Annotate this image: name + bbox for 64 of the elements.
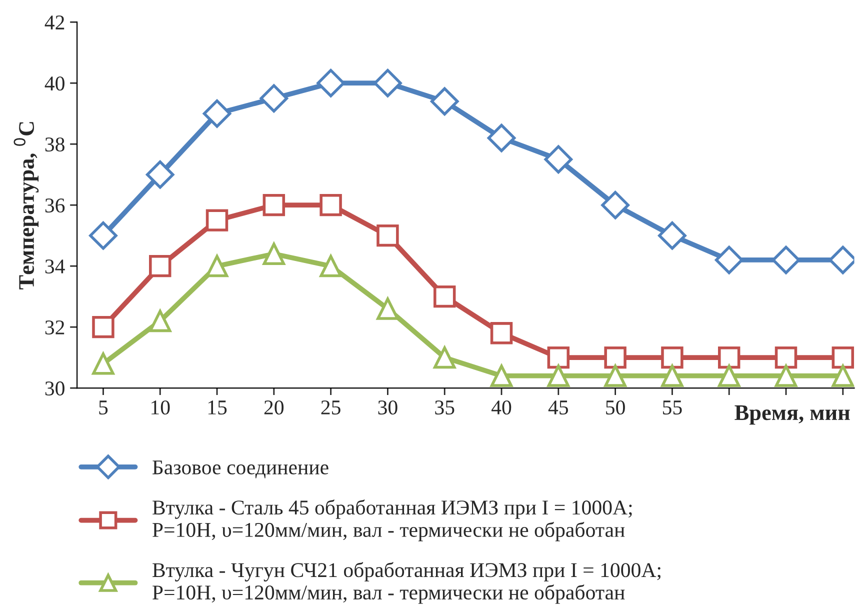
point (714, 246, 744, 274)
point (658, 221, 686, 250)
point (661, 364, 684, 387)
y-tick-label: 30 (45, 381, 64, 396)
legend-label: Втулка - Сталь 45 обработанная ИЭМЗ при I = 1000А; Р=10Н, υ=120мм/мин, вал - термически не обработан (152, 499, 632, 542)
point (604, 364, 626, 387)
x-tick-label: 20 (264, 400, 284, 415)
point (206, 209, 228, 232)
x-tick-label: 45 (548, 400, 568, 415)
point (320, 194, 342, 216)
x-tick-label: 30 (378, 400, 398, 415)
point (434, 285, 456, 308)
y-axis-title: Температура, $^{0}$C (14, 122, 39, 290)
y-tick-label: 42 (44, 16, 64, 30)
x-tick-label: 15 (208, 400, 227, 415)
point (604, 346, 626, 369)
point (430, 87, 459, 116)
x-axis-title: Время, мин (734, 405, 850, 425)
point (260, 84, 288, 112)
x-tick-label: 55 (663, 400, 682, 415)
point (149, 310, 172, 332)
point (320, 254, 342, 278)
y-tick-label: 40 (44, 76, 64, 91)
x-tick-label: 35 (435, 400, 454, 415)
point (376, 224, 399, 247)
x-tick-label: 25 (321, 400, 340, 415)
x-tick-label: 50 (606, 400, 625, 415)
point (490, 322, 513, 344)
point (92, 352, 114, 375)
y-tick-label: 32 (45, 320, 64, 334)
point (262, 242, 286, 265)
x-tick-label: 5 (99, 400, 108, 415)
point (376, 298, 399, 320)
point (832, 346, 854, 369)
point (490, 364, 513, 387)
x-tick-label: 10 (152, 400, 170, 415)
legend-label: Базовое соединение (152, 460, 328, 478)
point (601, 190, 630, 220)
point (374, 68, 402, 98)
x-tick-label: 40 (492, 400, 512, 415)
legend-label: Втулка - Чугун СЧ21 обработанная ИЭМЗ при I = 1000А; Р=10Н, υ=120мм/мин, вал - термически не обработан (152, 562, 660, 604)
y-tick-label: 34 (45, 260, 65, 274)
point (774, 364, 798, 387)
point (718, 346, 740, 369)
y-tick-label: 36 (45, 198, 65, 213)
point (774, 346, 798, 369)
point (146, 160, 174, 189)
point (718, 364, 740, 387)
point (832, 364, 854, 387)
point (544, 145, 573, 174)
point (547, 364, 570, 387)
y-tick-label: 38 (45, 137, 64, 152)
point (206, 254, 228, 278)
point (92, 316, 114, 338)
point (434, 346, 456, 369)
point (89, 221, 118, 250)
point (316, 68, 345, 98)
point (149, 254, 172, 278)
point (547, 346, 570, 369)
point (772, 246, 800, 274)
point (202, 99, 232, 128)
point (487, 124, 516, 152)
point (661, 346, 684, 369)
point (262, 194, 286, 216)
